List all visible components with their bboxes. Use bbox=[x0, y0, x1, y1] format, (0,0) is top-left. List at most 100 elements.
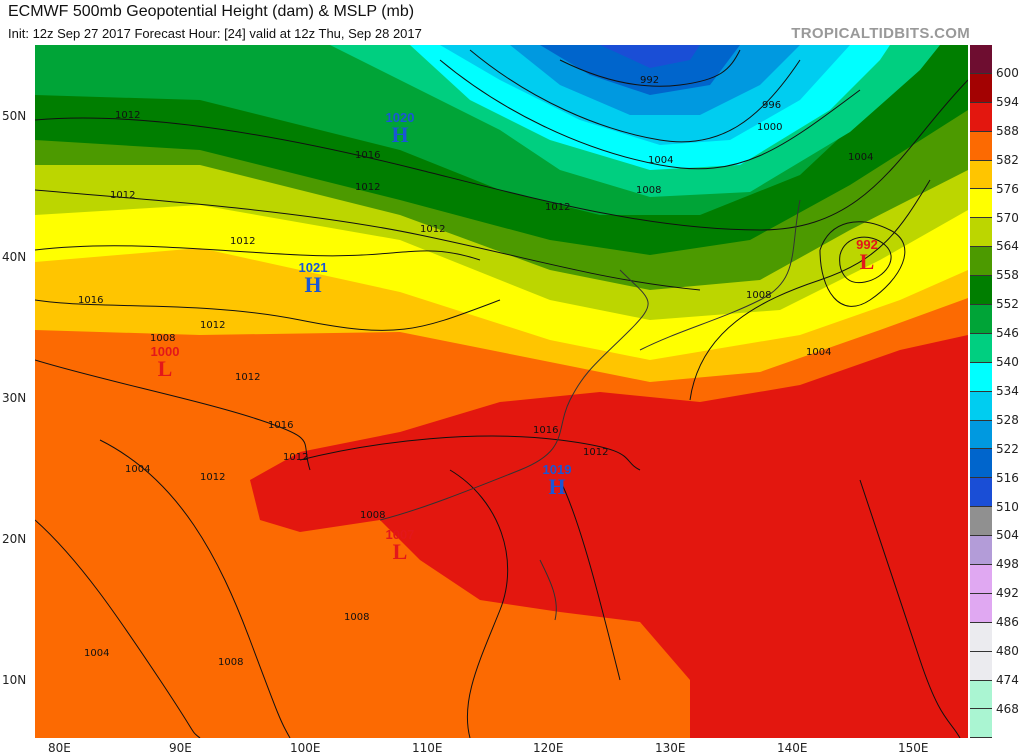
brand-watermark: TROPICALTIDBITS.COM bbox=[791, 25, 970, 42]
colorbar-swatch bbox=[970, 709, 992, 739]
weather-map[interactable] bbox=[35, 45, 968, 738]
colorbar-label: 468 bbox=[996, 701, 1019, 716]
isobar-label: 1012 bbox=[230, 236, 256, 247]
latitude-label: 30N bbox=[2, 391, 27, 405]
isobar-line bbox=[839, 236, 892, 284]
colorbar-label: 510 bbox=[996, 499, 1019, 514]
colorbar-label: 600 bbox=[996, 66, 1019, 80]
isobar-label: 1008 bbox=[218, 657, 244, 668]
colorbar-label: 480 bbox=[996, 644, 1019, 658]
colorbar-swatch bbox=[970, 680, 992, 710]
colorbar-swatch bbox=[970, 189, 992, 219]
isobar-line bbox=[449, 469, 509, 738]
low-pressure-value: 1007 bbox=[385, 527, 415, 542]
colorbar-swatch bbox=[970, 507, 992, 537]
longitude-label: 90E bbox=[169, 741, 192, 755]
colorbar-label: 570 bbox=[996, 210, 1019, 225]
colorbar-label: 546 bbox=[996, 326, 1019, 341]
colorbar-label: 588 bbox=[996, 123, 1019, 138]
colorbar-swatch bbox=[970, 218, 992, 248]
latitude-label: 20N bbox=[2, 532, 27, 546]
isobar-label: 1016 bbox=[355, 150, 381, 161]
colorbar-label: 486 bbox=[996, 615, 1019, 630]
high-pressure-marker: H bbox=[304, 272, 322, 297]
colorbar-swatch bbox=[970, 131, 992, 161]
latitude-label: 10N bbox=[2, 673, 27, 687]
longitude-label: 130E bbox=[655, 741, 686, 755]
isobar-label: 1016 bbox=[268, 420, 294, 431]
coastline bbox=[639, 199, 801, 351]
colorbar-swatch bbox=[970, 160, 992, 190]
low-pressure-marker: L bbox=[859, 249, 875, 274]
colorbar-label: 558 bbox=[996, 268, 1019, 283]
isobar-line bbox=[99, 439, 291, 738]
isobar-line bbox=[689, 179, 931, 401]
isobar-line bbox=[35, 79, 968, 231]
isobar-line bbox=[35, 245, 481, 261]
colorbar-swatch bbox=[970, 391, 992, 421]
colorbar-swatch bbox=[970, 651, 992, 681]
colorbar-swatch bbox=[970, 536, 992, 566]
isobar-line bbox=[859, 479, 961, 738]
colorbar-swatch bbox=[970, 102, 992, 132]
high-pressure-marker: H bbox=[548, 474, 566, 499]
colorbar-label: 582 bbox=[996, 152, 1019, 167]
colorbar-label: 516 bbox=[996, 470, 1019, 485]
isobar-line bbox=[35, 189, 701, 291]
isobar-label: 1004 bbox=[648, 155, 674, 166]
isobar-label: 1004 bbox=[848, 152, 874, 163]
longitude-label: 120E bbox=[533, 741, 564, 755]
isobar-label: 1004 bbox=[84, 648, 110, 659]
low-pressure-value: 1000 bbox=[150, 344, 180, 359]
isobar-label: 1012 bbox=[235, 372, 261, 383]
high-pressure-value: 1021 bbox=[298, 260, 328, 275]
colorbar-label: 576 bbox=[996, 181, 1019, 196]
isobar-line bbox=[35, 359, 311, 471]
longitude-label: 110E bbox=[412, 741, 443, 755]
isobar-label: 1012 bbox=[115, 110, 141, 121]
height-field bbox=[35, 45, 968, 738]
low-pressure-marker: L bbox=[392, 539, 408, 564]
colorbar-label: 522 bbox=[996, 441, 1019, 456]
longitude-label: 100E bbox=[290, 741, 321, 755]
isobar-line bbox=[559, 479, 621, 681]
isobar-label: 1012 bbox=[355, 182, 381, 193]
colorbar-swatch bbox=[970, 478, 992, 508]
isobar-label: 1012 bbox=[420, 224, 446, 235]
colorbar bbox=[970, 45, 992, 739]
colorbar-label: 492 bbox=[996, 586, 1019, 601]
band-588 bbox=[250, 335, 968, 738]
isobar-line bbox=[559, 49, 741, 87]
isobar-label: 1008 bbox=[636, 185, 662, 196]
colorbar-label: 534 bbox=[996, 383, 1019, 398]
isobar-label: 1012 bbox=[545, 202, 571, 213]
isobar-label: 1016 bbox=[533, 425, 559, 436]
isobar-line bbox=[819, 221, 906, 307]
colorbar-label: 564 bbox=[996, 239, 1019, 254]
colorbar-swatch bbox=[970, 276, 992, 306]
coastline bbox=[379, 269, 649, 521]
isobar-label: 1000 bbox=[757, 122, 783, 133]
isobar-line bbox=[35, 299, 501, 331]
longitude-label: 150E bbox=[898, 741, 929, 755]
coastline bbox=[539, 559, 557, 621]
low-pressure-value: 992 bbox=[856, 237, 878, 252]
colorbar-label: 552 bbox=[996, 297, 1019, 312]
colorbar-swatch bbox=[970, 593, 992, 623]
colorbar-swatch bbox=[970, 565, 992, 594]
colorbar-swatch bbox=[970, 247, 992, 277]
isobar-label: 996 bbox=[762, 100, 782, 111]
isobar-line bbox=[439, 59, 861, 170]
isobar-label: 1012 bbox=[283, 452, 309, 463]
isobar-label: 1012 bbox=[583, 447, 609, 458]
isobar-line bbox=[35, 519, 201, 738]
isobar-label: 1004 bbox=[125, 464, 151, 475]
colorbar-label: 594 bbox=[996, 94, 1019, 109]
isobar-label: 1008 bbox=[150, 333, 176, 344]
colorbar-swatch bbox=[970, 305, 992, 334]
colorbar-swatch bbox=[970, 333, 992, 363]
colorbar-swatch bbox=[970, 622, 992, 652]
colorbar-label: 498 bbox=[996, 557, 1019, 572]
high-pressure-marker: H bbox=[391, 122, 409, 147]
colorbar-swatch bbox=[970, 45, 992, 74]
